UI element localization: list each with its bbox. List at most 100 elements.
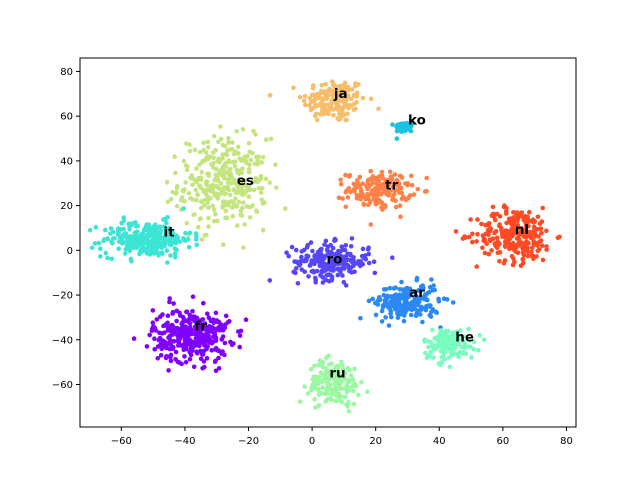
y-tick-label: 40 [60,156,73,167]
scatter-point [164,354,169,359]
scatter-point [428,349,434,355]
scatter-point [496,240,501,246]
scatter-point [354,100,359,105]
scatter-point [557,234,562,240]
scatter-point [218,124,223,129]
scatter-point [231,187,237,192]
scatter-point [201,140,206,146]
scatter-point [343,190,349,195]
scatter-point [170,189,175,195]
scatter-point [198,356,204,362]
scatter-point [273,162,278,167]
scatter-point [398,214,403,220]
scatter-point [181,347,186,353]
scatter-point [412,289,417,294]
scatter-point [192,212,197,217]
scatter-point [393,204,399,210]
scatter-point [222,340,228,346]
scatter-point [216,366,222,371]
scatter-point [423,293,428,299]
scatter-point [431,355,436,360]
scatter-point [202,364,207,370]
scatter-point [127,227,132,232]
scatter-point [346,105,351,111]
scatter-point [460,338,466,344]
scatter-point [351,388,356,394]
scatter-point [182,354,187,359]
scatter-point [190,294,196,300]
scatter-point [291,85,296,91]
scatter-point [128,256,134,262]
scatter-point [319,88,324,94]
scatter-point [176,333,182,338]
scatter-point [142,239,148,245]
scatter-point [334,368,340,374]
scatter-point [148,233,154,238]
scatter-point [409,182,415,188]
scatter-point [181,328,187,334]
scatter-point [190,182,195,188]
scatter-point [421,285,426,291]
scatter-point [397,173,403,179]
scatter-point [333,92,339,98]
scatter-point [182,199,187,204]
scatter-point [513,210,519,216]
scatter-point [211,133,217,139]
scatter-point [409,121,415,127]
scatter-point [241,245,246,250]
scatter-point [174,318,179,324]
scatter-point [248,157,254,163]
scatter-point [197,216,203,222]
scatter-point [449,343,454,348]
scatter-point [343,394,348,400]
scatter-point [226,158,232,163]
scatter-point [241,182,247,188]
scatter-point [520,256,525,262]
scatter-point [343,243,349,248]
scatter-point [144,223,150,229]
scatter-point [205,311,210,317]
scatter-point [322,104,328,109]
scatter-point [454,329,460,335]
scatter-point [305,391,311,396]
scatter-point [181,158,187,164]
scatter-point [267,278,273,283]
scatter-point [192,147,198,153]
scatter-point [405,127,411,132]
scatter-point [188,195,193,201]
scatter-point [204,150,209,155]
scatter-point [191,339,196,345]
scatter-point [190,345,195,351]
scatter-point [218,136,224,142]
scatter-point [513,230,518,236]
scatter-point [103,227,108,233]
scatter-point [187,148,193,154]
cluster-nl [453,203,562,269]
scatter-point [500,234,505,239]
scatter-point [315,117,320,123]
scatter-point [164,180,170,185]
scatter-point [186,330,191,335]
scatter-point [462,350,468,356]
scatter-point [245,153,250,159]
scatter-point [390,122,395,127]
scatter-point [165,260,170,265]
scatter-point [231,341,236,346]
scatter-point [239,213,245,218]
scatter-point [482,250,488,256]
scatter-point [273,185,279,190]
scatter-point [379,319,385,324]
scatter-point [539,243,545,248]
scatter-point [368,222,374,227]
scatter-point [317,358,323,363]
scatter-point [390,255,395,260]
scatter-point [403,287,409,293]
scatter-point [206,224,211,229]
scatter-point [336,195,342,200]
scatter-point [490,204,496,210]
scatter-point [407,193,413,198]
scatter-point [323,94,329,99]
scatter-point [98,246,103,251]
scatter-point [197,343,202,349]
scatter-point [144,344,150,349]
